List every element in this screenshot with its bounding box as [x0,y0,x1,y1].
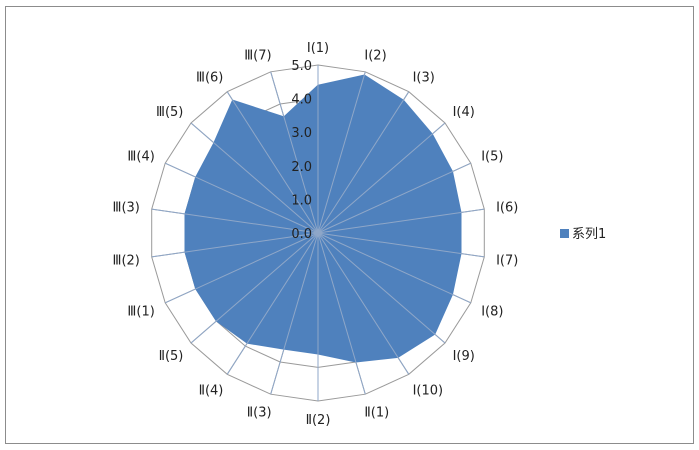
category-label: Ⅲ(2) [113,254,140,269]
tick-label: 0.0 [291,227,312,242]
spoke-20 [190,122,319,234]
spoke-7 [317,232,485,258]
spoke-13 [270,232,319,395]
spoke-15 [190,232,319,344]
category-label: Ⅱ(1) [364,406,389,421]
spoke-8 [317,232,472,304]
spoke-22 [270,71,319,234]
category-label: Ⅲ(5) [156,105,183,120]
category-label: Ⅰ(2) [364,49,386,64]
category-label: Ⅰ(5) [481,150,503,165]
legend-label: 系列1 [572,227,606,242]
legend: 系列1 [560,227,606,242]
category-label: Ⅰ(4) [453,105,475,120]
spoke-18 [151,208,319,234]
category-label: Ⅰ(10) [413,384,444,399]
category-label: Ⅱ(5) [159,349,184,364]
category-label: Ⅰ(7) [496,254,518,269]
legend-swatch [560,229,569,238]
radar-spokes-overlay [151,65,485,401]
tick-label: 2.0 [291,160,312,175]
spoke-9 [317,232,446,344]
category-label: Ⅲ(7) [244,49,271,64]
tick-label: 5.0 [291,59,312,74]
category-label: Ⅲ(3) [113,201,140,216]
spoke-3 [317,91,410,234]
spoke-21 [226,91,319,234]
category-label: Ⅱ(3) [247,406,272,421]
spoke-11 [317,232,366,395]
spoke-10 [317,232,410,375]
tick-label: 3.0 [291,126,312,141]
spoke-2 [317,71,366,234]
spoke-19 [164,162,319,234]
category-label: Ⅲ(6) [196,71,223,86]
spoke-16 [164,232,319,304]
category-label: Ⅰ(6) [496,201,518,216]
tick-label: 1.0 [291,193,312,208]
category-label: Ⅱ(4) [199,384,224,399]
category-label: Ⅰ(8) [481,304,503,319]
spoke-5 [317,162,472,234]
radial-tick-labels: 0.0 1.0 2.0 3.0 4.0 5.0 [291,59,312,242]
category-labels: Ⅰ(1) Ⅰ(2) Ⅰ(3) Ⅰ(4) Ⅰ(5) Ⅰ(6) Ⅰ(7) Ⅰ(8) Ⅰ(9) Ⅰ(10… [113,41,519,428]
category-label: Ⅰ(9) [453,349,475,364]
category-label: Ⅲ(4) [127,150,154,165]
spoke-14 [226,232,319,375]
spoke-6 [317,208,485,234]
spoke-4 [317,122,446,234]
category-label: Ⅰ(1) [307,41,329,56]
category-label: Ⅲ(1) [127,304,154,319]
category-label: Ⅱ(2) [306,413,331,428]
tick-label: 4.0 [291,93,312,108]
spoke-17 [151,232,319,258]
category-label: Ⅰ(3) [413,71,435,86]
